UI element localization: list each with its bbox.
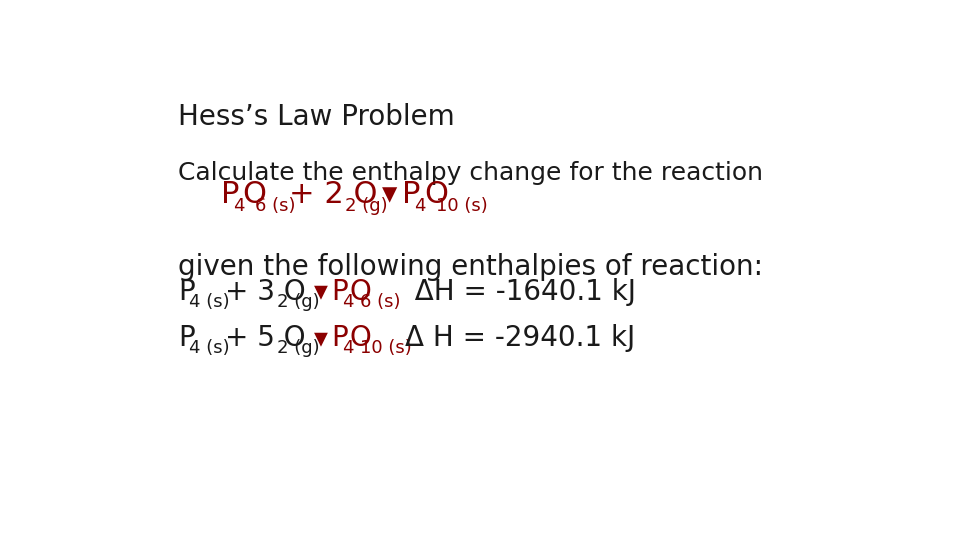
Text: 4 (s): 4 (s)	[189, 339, 229, 357]
Text: given the following enthalpies of reaction:: given the following enthalpies of reacti…	[179, 253, 763, 281]
Text: 2 (g): 2 (g)	[277, 339, 320, 357]
Text: + 2 O: + 2 O	[289, 180, 377, 210]
Text: Calculate the enthalpy change for the reaction: Calculate the enthalpy change for the re…	[179, 161, 763, 185]
Text: P: P	[179, 278, 195, 306]
Text: Hess’s Law Problem: Hess’s Law Problem	[179, 103, 455, 131]
Text: 4 (s): 4 (s)	[189, 293, 229, 310]
Text: ▾: ▾	[382, 180, 397, 210]
Text: 2 (g): 2 (g)	[345, 197, 388, 215]
Text: 6 (s): 6 (s)	[254, 197, 296, 215]
Text: + 3 O: + 3 O	[225, 278, 305, 306]
Text: ▾: ▾	[314, 278, 327, 306]
Text: 2 (g): 2 (g)	[277, 293, 320, 310]
Text: O: O	[243, 180, 267, 210]
Text: + 5 O: + 5 O	[225, 324, 305, 352]
Text: 4: 4	[342, 339, 353, 357]
Text: P: P	[221, 180, 239, 210]
Text: 4: 4	[342, 293, 353, 310]
Text: ΔH = -1640.1 kJ: ΔH = -1640.1 kJ	[397, 278, 636, 306]
Text: 4: 4	[233, 197, 245, 215]
Text: P: P	[331, 324, 348, 352]
Text: O: O	[349, 278, 372, 306]
Text: ▾: ▾	[314, 324, 327, 352]
Text: O: O	[349, 324, 372, 352]
Text: 10 (s): 10 (s)	[360, 339, 412, 357]
Text: 4: 4	[415, 197, 426, 215]
Text: 6 (s): 6 (s)	[360, 293, 400, 310]
Text: 10 (s): 10 (s)	[436, 197, 488, 215]
Text: P: P	[179, 324, 195, 352]
Text: P: P	[331, 278, 348, 306]
Text: Δ H = -2940.1 kJ: Δ H = -2940.1 kJ	[405, 324, 636, 352]
Text: O: O	[423, 180, 447, 210]
Text: P: P	[402, 180, 420, 210]
